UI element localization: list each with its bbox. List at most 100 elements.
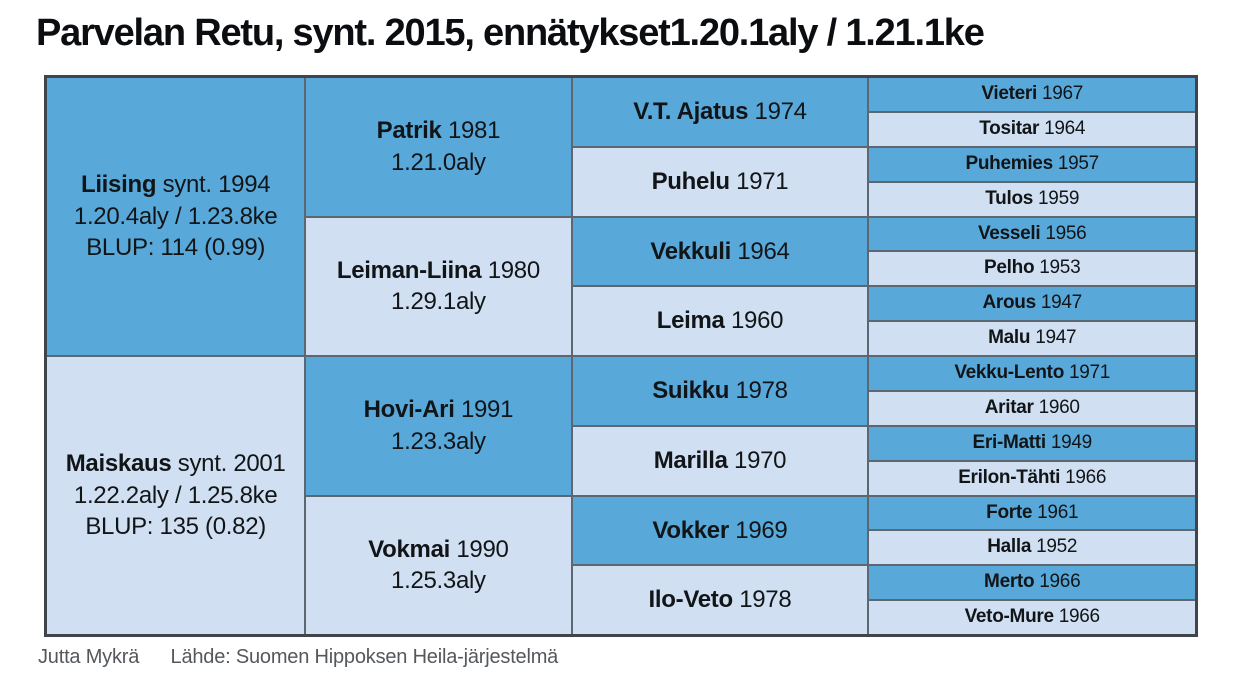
pedigree-cell-line: Leima 1960 (657, 305, 784, 337)
pedigree-cell-gen4-5: Vesseli 1956 (869, 217, 1195, 251)
horse-name: Vokker (652, 516, 729, 544)
horse-born: synt. 1994 (162, 170, 271, 198)
horse-year: 1966 (1058, 606, 1100, 628)
pedigree-cell-line: Vekku-Lento 1971 (954, 362, 1110, 385)
horse-year: 1960 (730, 307, 784, 335)
pedigree-cell-line: Suikku 1978 (652, 375, 788, 407)
horse-year: 1947 (1040, 292, 1082, 314)
pedigree-cell-line: Leiman-Liina 1980 (337, 255, 540, 287)
pedigree-cell-gen4-2: Tositar 1964 (869, 112, 1195, 146)
pedigree-cell-gen4-13: Forte 1961 (869, 496, 1195, 530)
pedigree-cell-gen4-3: Puhemies 1957 (869, 147, 1195, 181)
horse-year: 1967 (1041, 83, 1084, 105)
pedigree-cell-line: Veto-Mure 1966 (964, 606, 1101, 629)
horse-year: 1981 (447, 117, 501, 145)
horse-record: 1.25.3aly (391, 567, 486, 595)
pedigree-cell-line: Puhelu 1971 (652, 166, 789, 198)
pedigree-cell-line: 1.23.3aly (391, 426, 486, 458)
horse-name: Leiman-Liina (336, 256, 482, 284)
horse-name: Aritar (984, 396, 1034, 418)
pedigree-cell-gen2-4: Vokmai 1990 1.25.3aly (306, 496, 571, 634)
pedigree-cell-line: 1.22.2aly / 1.25.8ke (74, 480, 278, 512)
horse-name: Vekkuli (650, 237, 731, 265)
pedigree-cell-line: Vekkuli 1964 (650, 236, 790, 268)
pedigree-cell-gen2-1: Patrik 1981 1.21.0aly (306, 78, 571, 216)
horse-blup: BLUP: 114 (0.99) (86, 234, 266, 262)
horse-name: Forte (986, 501, 1033, 523)
pedigree-cell-gen4-4: Tulos 1959 (869, 182, 1195, 216)
horse-year: 1947 (1035, 327, 1077, 349)
pedigree-cell-line: Erilon-Tähti 1966 (958, 467, 1106, 490)
pedigree-cell-line: Vesseli 1956 (978, 222, 1087, 246)
pedigree-cell-gen3-1: V.T. Ajatus 1974 (572, 78, 868, 146)
pedigree-cell-line: Malu 1947 (988, 327, 1076, 350)
pedigree-cell-gen3-6: Marilla 1970 (572, 426, 868, 495)
horse-records: 1.22.2aly / 1.25.8ke (73, 481, 278, 509)
horse-year: 1966 (1065, 466, 1107, 488)
horse-name: Ilo-Veto (648, 586, 734, 614)
horse-year: 1952 (1036, 536, 1078, 558)
pedigree-cell-line: Vokker 1969 (652, 515, 787, 547)
footer: Jutta Mykrä Lähde: Suomen Hippoksen Heil… (38, 646, 558, 669)
horse-year: 1956 (1045, 222, 1087, 244)
pedigree-cell-gen2-2: Leiman-Liina 1980 1.29.1aly (306, 217, 571, 355)
horse-name: Pelho (984, 257, 1035, 279)
horse-year: 1953 (1039, 257, 1081, 279)
horse-born: synt. 2001 (177, 449, 286, 477)
horse-year: 1991 (460, 396, 514, 424)
pedigree-cell-gen3-3: Vekkuli 1964 (572, 217, 868, 286)
pedigree-cell-gen1-2: Maiskaus synt. 2001 1.22.2aly / 1.25.8ke B… (47, 357, 305, 634)
horse-name: Veto-Mure (964, 606, 1054, 628)
pedigree-cell-line: Tulos 1959 (985, 188, 1079, 211)
pedigree-cell-gen2-3: Hovi-Ari 1991 1.23.3aly (306, 357, 571, 495)
footer-author: Jutta Mykrä (38, 646, 140, 668)
horse-name: Marilla (653, 446, 728, 474)
pedigree-cell-line: BLUP: 114 (0.99) (86, 232, 265, 264)
pedigree-cell-gen4-8: Malu 1947 (869, 322, 1195, 355)
footer-source: Lähde: Suomen Hippoksen Heila-järjestelm… (170, 646, 559, 668)
horse-blup: BLUP: 135 (0.82) (85, 513, 266, 541)
horse-name: V.T. Ajatus (633, 98, 749, 126)
pedigree-cell-line: Marilla 1970 (654, 445, 787, 477)
pedigree-cell-gen4-12: Erilon-Tähti 1966 (869, 461, 1195, 495)
pedigree-cell-gen4-6: Pelho 1953 (869, 252, 1195, 286)
pedigree-cell-gen4-7: Arous 1947 (869, 287, 1195, 321)
pedigree-cell-gen4-11: Eri-Matti 1949 (869, 426, 1195, 460)
horse-year: 1964 (737, 237, 790, 265)
horse-name: Patrik (376, 117, 442, 145)
pedigree-cell-line: V.T. Ajatus 1974 (633, 96, 807, 128)
pedigree-cell-gen4-10: Aritar 1960 (869, 391, 1195, 425)
pedigree-cell-gen4-14: Halla 1952 (869, 531, 1195, 565)
horse-year: 1949 (1050, 431, 1092, 453)
horse-record: 1.21.0aly (391, 148, 486, 176)
horse-name: Vieteri (981, 83, 1037, 105)
horse-record: 1.23.3aly (391, 427, 486, 455)
horse-name: Liising (80, 170, 157, 198)
horse-name: Puhelu (651, 167, 731, 195)
pedigree-cell-line: 1.25.3aly (391, 565, 486, 597)
horse-name: Hovi-Ari (363, 396, 455, 424)
pedigree-cell-gen4-9: Vekku-Lento 1971 (869, 357, 1195, 390)
pedigree-cell-line: 1.20.4aly / 1.23.8ke (74, 201, 278, 233)
pedigree-cell-line: Vieteri 1967 (981, 83, 1083, 106)
horse-name: Vekku-Lento (954, 362, 1064, 384)
pedigree-cell-line: Forte 1961 (986, 502, 1078, 525)
pedigree-cell-line: Puhemies 1957 (965, 153, 1099, 176)
pedigree-cell-gen4-16: Veto-Mure 1966 (869, 601, 1195, 634)
horse-name: Tositar (979, 117, 1040, 139)
pedigree-cell-gen3-7: Vokker 1969 (572, 496, 868, 565)
pedigree-cell-gen3-2: Puhelu 1971 (572, 147, 868, 216)
pedigree-cell-line: 1.21.0aly (391, 147, 486, 179)
pedigree-cell-gen4-1: Vieteri 1967 (869, 78, 1195, 111)
pedigree-table: Liising synt. 1994 1.20.4aly / 1.23.8ke BL… (44, 75, 1198, 637)
pedigree-cell-line: Liising synt. 1994 (80, 169, 271, 201)
pedigree-cell-line: Halla 1952 (987, 536, 1077, 559)
pedigree-cell-gen3-4: Leima 1960 (572, 287, 868, 355)
horse-year: 1959 (1038, 187, 1080, 209)
horse-name: Vokmai (368, 535, 450, 563)
horse-name: Merto (984, 571, 1035, 593)
horse-year: 1974 (754, 98, 808, 126)
pedigree-cell-line: 1.29.1aly (391, 286, 486, 318)
horse-year: 1971 (736, 167, 789, 195)
pedigree-cell-line: Patrik 1981 (376, 115, 501, 147)
